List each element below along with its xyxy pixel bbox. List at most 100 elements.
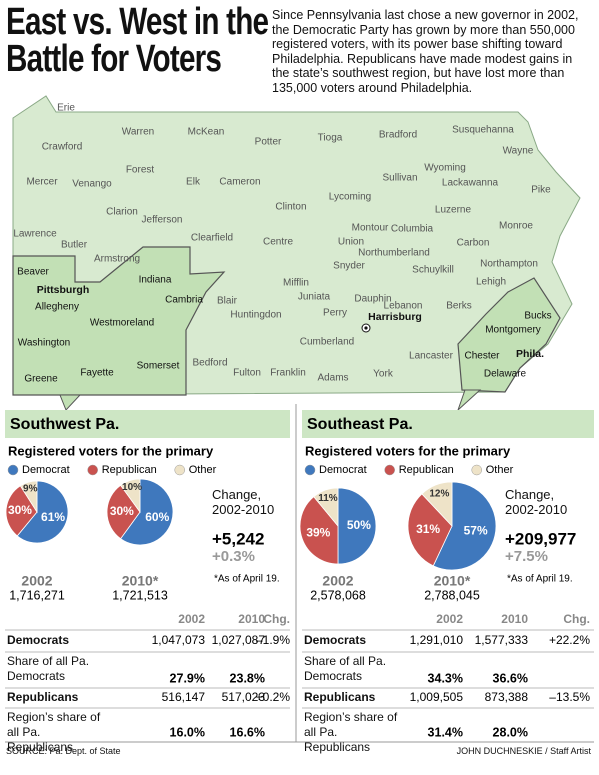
column-header: 2002 (178, 612, 205, 626)
legend-label: Other (486, 464, 514, 476)
pie-total: 1,721,513 (112, 588, 168, 602)
county-label: Lawrence (13, 229, 57, 240)
county-label: Fulton (233, 368, 261, 379)
county-label: Washington (18, 338, 70, 349)
county-label: Sullivan (382, 173, 417, 184)
county-label: Chester (464, 351, 500, 362)
county-label: Fayette (80, 368, 114, 379)
table-cell: 28.0% (493, 725, 528, 739)
pie-slice (106, 484, 141, 540)
county-label: Cumberland (300, 337, 354, 348)
county-label: Cambria (165, 295, 203, 306)
table-cell: 31.4% (428, 725, 463, 739)
county-label: Blair (217, 296, 238, 307)
city-label: Harrisburg (368, 311, 422, 323)
column-header: 2010 (501, 612, 528, 626)
table-cell: 1,009,505 (410, 690, 464, 704)
county-label: Perry (323, 308, 347, 319)
table-cell: 873,388 (485, 690, 529, 704)
row-label: Region’s share of all Pa. Republicans (7, 710, 101, 754)
table-cell: 516,147 (162, 690, 206, 704)
county-label: McKean (188, 127, 225, 138)
county-label: Lycoming (329, 192, 371, 203)
county-label: Crawford (42, 142, 83, 153)
subtitle: Registered voters for the primary (8, 443, 214, 458)
table-cell: 23.8% (230, 671, 265, 685)
change-label: Change, 2002-2010 (212, 487, 275, 517)
legend-label: Other (189, 464, 217, 476)
county-label: Juniata (298, 292, 331, 303)
county-label: Venango (72, 179, 112, 190)
pie-label: 10% (122, 482, 142, 493)
row-label: Republicans (7, 690, 79, 704)
pie-slice (19, 480, 38, 514)
legend-label: Democrat (319, 464, 367, 476)
table-cell: 1,577,333 (475, 633, 529, 647)
change-percent: +0.3% (212, 548, 255, 565)
title: East vs. West in the Battle for Voters (6, 1, 269, 80)
table-cell: 16.0% (170, 725, 205, 739)
county-label: Monroe (499, 221, 533, 232)
county-label: Adams (317, 373, 348, 384)
county-label: Berks (446, 301, 472, 312)
county-label: Bradford (379, 130, 417, 141)
county-label: Pike (531, 185, 551, 196)
table-cell: 27.9% (170, 671, 205, 685)
county-label: Jefferson (142, 215, 183, 226)
county-label: Somerset (137, 361, 180, 372)
intro: Since Pennsylvania last chose a new gove… (272, 8, 579, 95)
county-label: Armstrong (94, 254, 140, 265)
pie-label: 11% (318, 493, 338, 504)
column-header: Chg. (563, 612, 590, 626)
pie-slice (120, 478, 174, 546)
change-label: Change, 2002-2010 (505, 487, 568, 517)
county-label: Mercer (26, 177, 58, 188)
county-label: Franklin (270, 368, 306, 379)
note: *As of April 19. (214, 574, 280, 585)
change-percent: +7.5% (505, 548, 548, 565)
row-label: Democrats (304, 633, 367, 647)
pie-slice (16, 480, 69, 544)
note: *As of April 19. (507, 574, 573, 585)
pie-slice (407, 493, 453, 567)
panel-title: Southeast Pa. (307, 416, 413, 433)
row-label: Region’s share of all Pa. Republicans (304, 710, 398, 754)
row-label: Share of all Pa. Democrats (304, 654, 387, 683)
county-label: Tioga (318, 133, 343, 144)
legend-swatch (471, 464, 482, 476)
table-cell: +22.2% (549, 633, 590, 647)
callout-se (457, 389, 482, 411)
pie-year: 2010* (122, 573, 159, 589)
legend-label: Democrat (22, 464, 70, 476)
county-label: Lackawanna (442, 178, 499, 189)
source: SOURCE: Pa. Dept. of State (6, 746, 121, 756)
pie-year: 2002 (21, 573, 52, 589)
county-label: Lebanon (384, 301, 423, 312)
county-label: Elk (186, 177, 201, 188)
legend-swatch (7, 464, 19, 476)
credit: JOHN DUCHNESKIE / Staff Artist (456, 746, 591, 756)
pie-label: 30% (110, 504, 134, 518)
capital-dot (364, 326, 368, 330)
county-label: Delaware (484, 369, 527, 380)
pie-label: 31% (416, 522, 440, 536)
county-label: Northumberland (358, 248, 430, 259)
change-count: +5,242 (212, 529, 264, 548)
table-cell: 34.3% (428, 671, 463, 685)
legend-swatch (384, 464, 395, 476)
county-label: Susquehanna (452, 125, 514, 136)
table-cell: 36.6% (493, 671, 528, 685)
table-cell: +0.2% (256, 690, 291, 704)
pie-total: 1,716,271 (9, 588, 65, 602)
county-label: Montgomery (485, 325, 541, 336)
county-label: Butler (61, 240, 88, 251)
pie-slice (337, 487, 377, 565)
table-cell: 1,027,087 (212, 633, 266, 647)
county-label: Indiana (139, 275, 172, 286)
change-count: +209,977 (505, 529, 576, 548)
city-label: Phila. (516, 348, 544, 360)
pie-label: 57% (464, 523, 488, 537)
county-label: Forest (126, 165, 155, 176)
